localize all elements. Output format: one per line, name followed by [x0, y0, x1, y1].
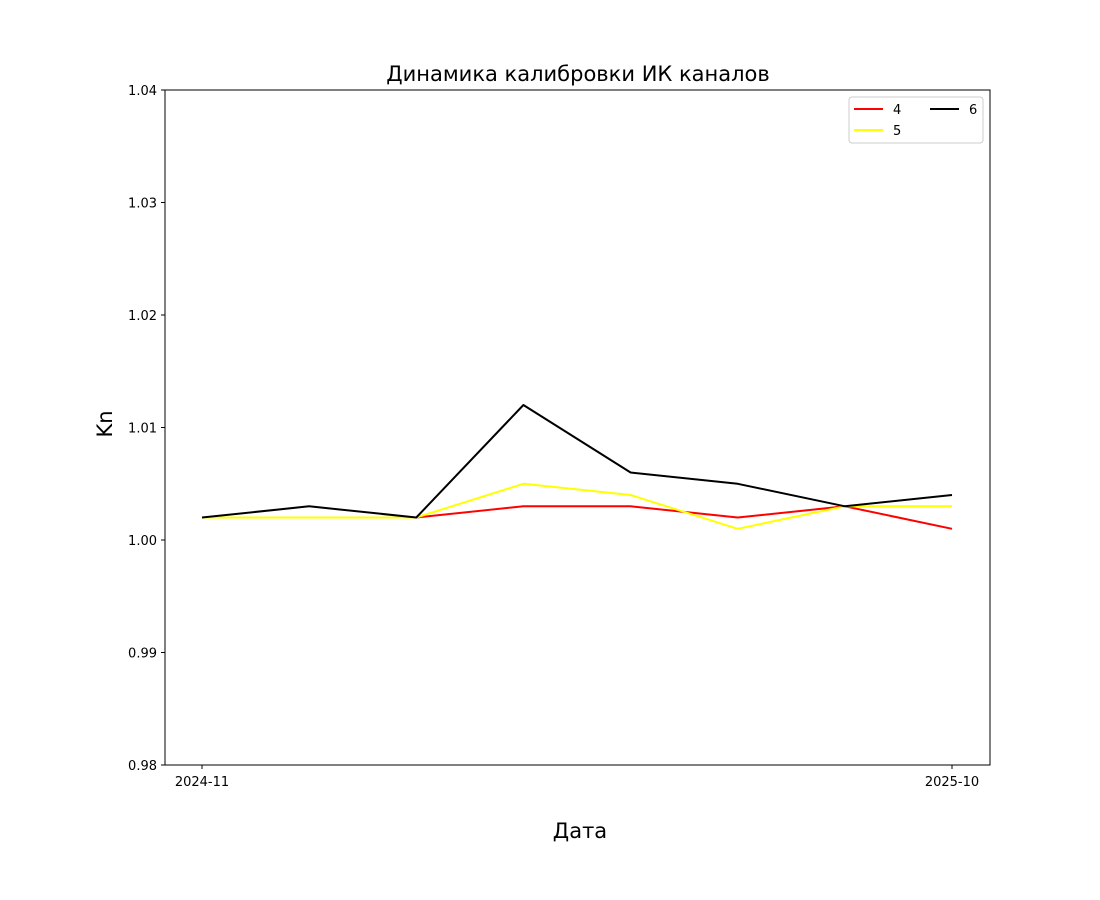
y-axis-title: Kn — [93, 410, 117, 437]
x-tick-label: 2024-11 — [175, 775, 229, 790]
y-tick-label: 1.04 — [128, 84, 157, 99]
legend-items: 4 5 6 — [854, 103, 977, 139]
legend-label-4: 4 — [893, 103, 901, 118]
y-tick-label: 1.01 — [128, 422, 157, 437]
legend-label-6: 6 — [969, 103, 977, 118]
y-tick-label: 0.98 — [128, 759, 157, 774]
series-line-6 — [201, 404, 953, 519]
series-line-5 — [202, 482, 952, 530]
x-axis-title: Дата — [553, 819, 607, 843]
plot-frame — [164, 89, 991, 766]
y-tick-label: 0.99 — [128, 647, 157, 662]
plot-area — [164, 89, 991, 766]
y-tick-label: 1.00 — [128, 534, 157, 549]
y-tick-label: 1.02 — [128, 309, 157, 324]
legend-label-5: 5 — [893, 124, 901, 139]
x-tick-label: 2025-10 — [925, 775, 979, 790]
legend: 4 5 6 — [848, 96, 984, 144]
chart-title: Динамика калибровки ИК каналов — [386, 62, 770, 86]
series-layer — [201, 404, 953, 530]
y-tick-label: 1.03 — [128, 197, 157, 212]
legend-frame — [848, 96, 984, 144]
y-axis: 0.98 0.99 1.00 1.01 1.02 1.03 1.04 — [128, 84, 165, 774]
x-axis: 2024-11 2025-10 — [175, 765, 979, 790]
